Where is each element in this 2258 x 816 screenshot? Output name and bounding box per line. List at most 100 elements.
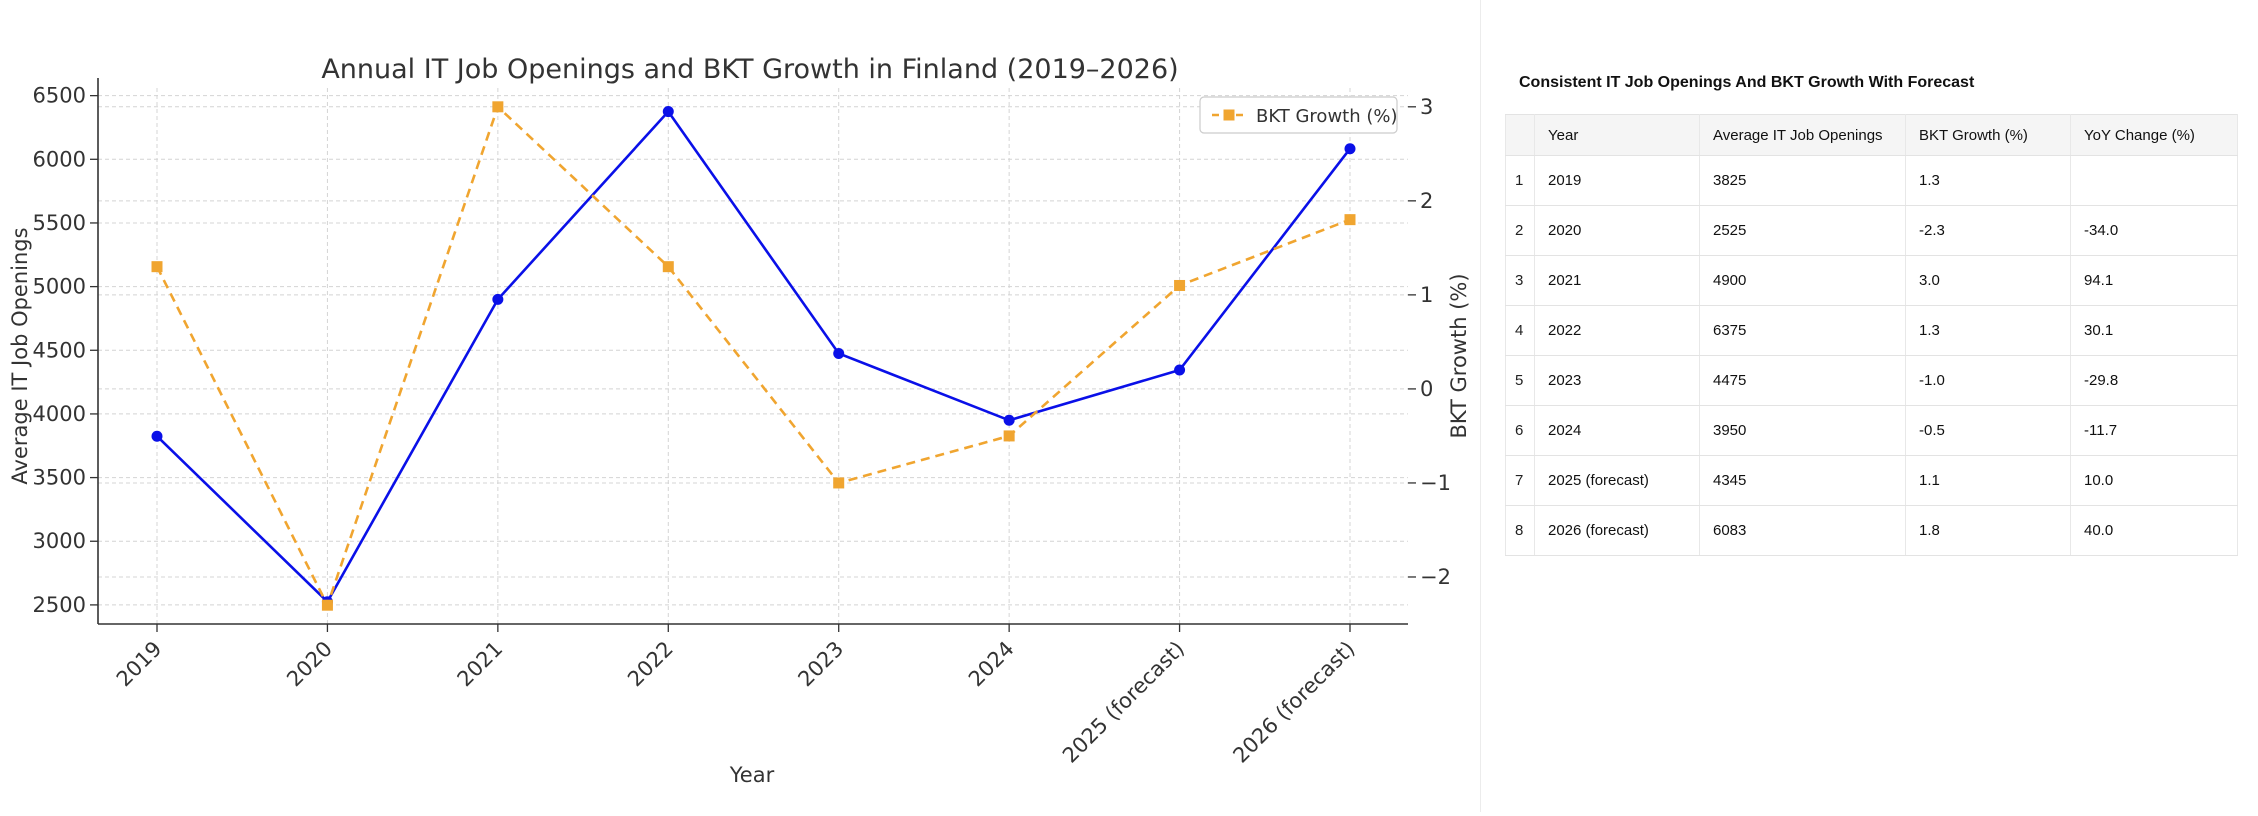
y2-axis-label: BKT Growth (%) xyxy=(1447,273,1471,438)
data-point xyxy=(1003,430,1015,442)
table-row: 6 2024 3950 -0.5 -11.7 xyxy=(1505,405,2238,456)
series-line xyxy=(156,109,1352,604)
table-cell: 2 xyxy=(1505,205,1535,256)
table-cell: 2022 xyxy=(1534,305,1700,356)
table-cell: 2019 xyxy=(1534,155,1700,206)
table-row: 8 2026 (forecast) 6083 1.8 40.0 xyxy=(1505,505,2238,556)
data-point xyxy=(492,293,504,305)
table-cell: 2024 xyxy=(1534,405,1700,456)
table-cell: -0.5 xyxy=(1905,405,2071,456)
x-tick-label: 2026 (forecast) xyxy=(1228,637,1359,768)
table-cell: 3.0 xyxy=(1905,255,2071,306)
table-cell: 1.8 xyxy=(1905,505,2071,556)
table-cell: 2023 xyxy=(1534,355,1700,406)
table-row: 7 2025 (forecast) 4345 1.1 10.0 xyxy=(1505,455,2238,506)
y-tick-label: 5000 xyxy=(33,275,86,299)
data-point xyxy=(492,101,504,113)
y2-tick-label: 2 xyxy=(1420,189,1433,213)
table-cell: 2021 xyxy=(1534,255,1700,306)
data-point xyxy=(151,261,163,273)
table-cell: 4475 xyxy=(1699,355,1906,406)
y2-tick-label: 3 xyxy=(1420,95,1433,119)
data-point xyxy=(1344,143,1356,155)
table-title: Consistent IT Job Openings And BKT Growt… xyxy=(1519,74,1975,91)
table-cell: 6 xyxy=(1505,405,1535,456)
y-tick-label: 4000 xyxy=(33,402,86,426)
y-tick-label: 6000 xyxy=(33,147,86,171)
series-line xyxy=(155,104,1351,609)
table-cell: 1 xyxy=(1505,155,1535,206)
legend-marker xyxy=(1223,109,1235,121)
table-row: 5 2023 4475 -1.0 -29.8 xyxy=(1505,355,2238,406)
table-cell: 3 xyxy=(1505,255,1535,306)
x-tick-label: 2023 xyxy=(793,637,848,692)
line-chart: 2019 2020 2021 2022 2023 2024 2025 (forecast) 2… xyxy=(8,54,1471,787)
data-point xyxy=(1174,364,1186,376)
data-table: Year Average IT Job Openings BKT Growth (%… xyxy=(1505,114,2238,556)
table-row: 2 2020 2525 -2.3 -34.0 xyxy=(1505,205,2238,256)
table-cell: 8 xyxy=(1505,505,1535,556)
table-panel: Consistent IT Job Openings And BKT Growt… xyxy=(1481,0,2258,812)
legend-label: BKT Growth (%) xyxy=(1256,106,1398,127)
table-cell: -11.7 xyxy=(2070,405,2238,456)
y-tick-label: 6500 xyxy=(33,84,86,108)
x-tick-label: 2025 (forecast) xyxy=(1058,637,1189,768)
y-tick-label: 3500 xyxy=(33,466,86,490)
table-cell: 7 xyxy=(1505,455,1535,506)
chart-legend: BKT Growth (%) xyxy=(1199,96,1398,134)
table-cell: 4 xyxy=(1505,305,1535,356)
table-cell: 2026 (forecast) xyxy=(1534,505,1700,556)
column-header xyxy=(1505,114,1535,156)
x-tick-label: 2021 xyxy=(453,637,508,692)
y-axis-label: Average IT Job Openings xyxy=(8,227,32,484)
table-cell: 3825 xyxy=(1699,155,1906,206)
table-cell: 1.3 xyxy=(1905,155,2071,206)
table-header-row: Year Average IT Job Openings BKT Growth (%… xyxy=(1505,114,2238,156)
table-cell: 4345 xyxy=(1699,455,1906,506)
table-cell: 30.1 xyxy=(2070,305,2238,356)
data-point xyxy=(151,430,163,442)
table-cell: 6083 xyxy=(1699,505,1906,556)
column-header: Year xyxy=(1534,114,1700,156)
x-tick-label: 2022 xyxy=(623,637,678,692)
x-tick-label: 2019 xyxy=(112,637,167,692)
table-cell: 2525 xyxy=(1699,205,1906,256)
x-axis-label: Year xyxy=(729,763,775,787)
table-cell: 5 xyxy=(1505,355,1535,406)
table-cell: 40.0 xyxy=(2070,505,2238,556)
chart-title: Annual IT Job Openings and BKT Growth in… xyxy=(321,54,1178,85)
table-cell: -34.0 xyxy=(2070,205,2238,256)
data-point xyxy=(321,599,333,611)
table-row: 4 2022 6375 1.3 30.1 xyxy=(1505,305,2238,356)
axis-layer: 2019 2020 2021 2022 2023 2024 2025 (forecast) 2… xyxy=(33,78,1451,768)
table-cell: 94.1 xyxy=(2070,255,2238,306)
table-cell: 10.0 xyxy=(2070,455,2238,506)
y-tick-label: 4500 xyxy=(33,338,86,362)
data-point xyxy=(1344,214,1356,226)
table-cell: 2025 (forecast) xyxy=(1534,455,1700,506)
table-cell: -29.8 xyxy=(2070,355,2238,406)
table-cell: 1.1 xyxy=(1905,455,2071,506)
y2-tick-label: −2 xyxy=(1420,565,1451,589)
y2-tick-label: −1 xyxy=(1420,471,1451,495)
y-tick-label: 2500 xyxy=(33,593,86,617)
table-cell xyxy=(2070,155,2238,206)
table-cell: -1.0 xyxy=(1905,355,2071,406)
table-cell: 2020 xyxy=(1534,205,1700,256)
y2-tick-label: 1 xyxy=(1420,283,1433,307)
column-header: BKT Growth (%) xyxy=(1905,114,2071,156)
column-header: Average IT Job Openings xyxy=(1699,114,1906,156)
data-point xyxy=(662,106,674,118)
table-cell: -2.3 xyxy=(1905,205,2071,256)
data-point xyxy=(662,261,674,273)
y-tick-label: 3000 xyxy=(33,529,86,553)
table-row: 1 2019 3825 1.3 xyxy=(1505,155,2238,206)
table-row: 3 2021 4900 3.0 94.1 xyxy=(1505,255,2238,306)
column-header: YoY Change (%) xyxy=(2070,114,2238,156)
data-point xyxy=(833,347,845,359)
data-point xyxy=(833,477,845,489)
table-cell: 4900 xyxy=(1699,255,1906,306)
y2-tick-label: 0 xyxy=(1420,377,1433,401)
chart-panel: 2019 2020 2021 2022 2023 2024 2025 (forecast) 2… xyxy=(8,54,1471,787)
grid-layer xyxy=(98,88,1408,624)
